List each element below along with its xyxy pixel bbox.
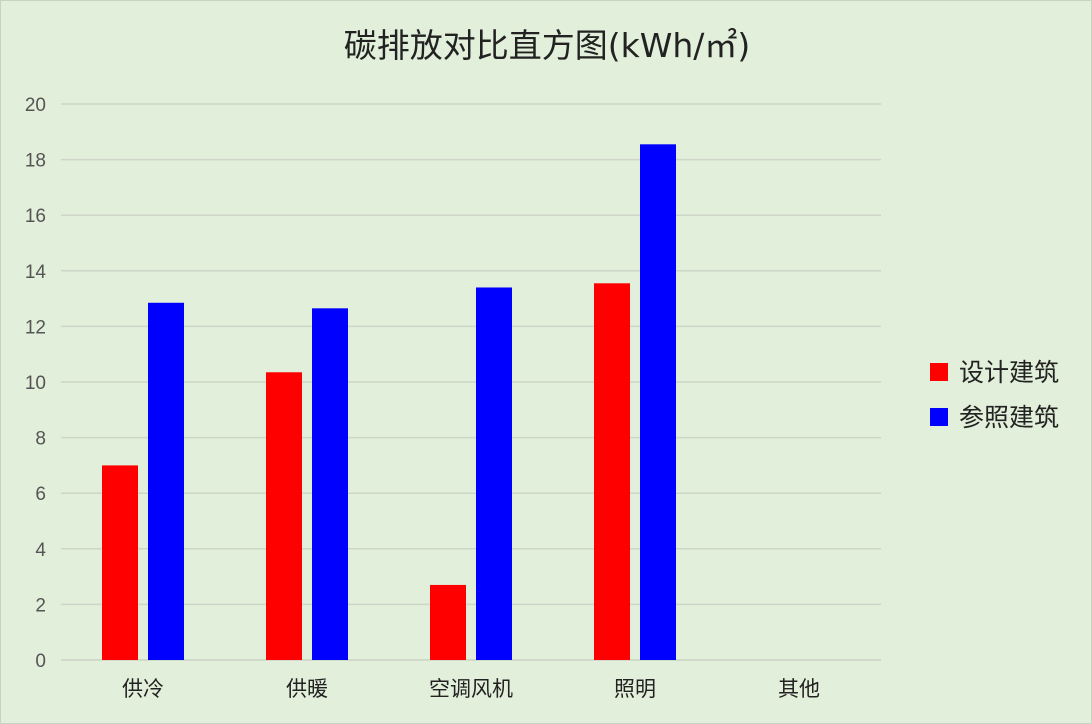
bar-design-0 [102, 465, 138, 660]
bar-reference-0 [148, 302, 184, 660]
x-category-label: 空调风机 [429, 677, 513, 701]
bar-design-1 [266, 372, 302, 660]
chart-title: 碳排放对比直方图(kWh/㎡) [344, 26, 751, 65]
y-tick-label: 0 [35, 651, 46, 672]
bar-reference-3 [640, 144, 676, 660]
y-tick-label: 12 [25, 317, 46, 338]
legend-label-design: 设计建筑 [959, 358, 1059, 387]
y-tick-label: 8 [35, 429, 46, 450]
gridlines [61, 103, 881, 661]
y-axis-ticks: 0 2 4 6 8 10 12 14 16 18 20 [25, 95, 47, 672]
bars [102, 144, 676, 660]
legend: 设计建筑 参照建筑 [930, 358, 1059, 432]
y-tick-label: 6 [35, 484, 46, 505]
bar-design-3 [594, 283, 630, 660]
y-tick-label: 10 [25, 373, 46, 394]
legend-label-reference: 参照建筑 [959, 403, 1059, 432]
x-category-label: 供暖 [286, 677, 328, 701]
x-category-label: 照明 [614, 677, 656, 701]
y-tick-label: 14 [25, 262, 47, 283]
x-axis-labels: 供冷 供暖 空调风机 照明 其他 [122, 677, 820, 701]
bar-design-2 [430, 584, 466, 660]
y-tick-label: 4 [35, 540, 46, 561]
x-category-label: 供冷 [122, 677, 164, 701]
bar-reference-1 [312, 308, 348, 660]
x-category-label: 其他 [778, 677, 820, 701]
bar-reference-2 [476, 287, 512, 660]
y-tick-label: 2 [35, 595, 46, 616]
y-tick-label: 20 [25, 95, 46, 116]
y-tick-label: 16 [25, 206, 46, 227]
legend-swatch-reference [930, 408, 948, 426]
y-tick-label: 18 [25, 151, 46, 172]
legend-swatch-design [930, 363, 948, 381]
